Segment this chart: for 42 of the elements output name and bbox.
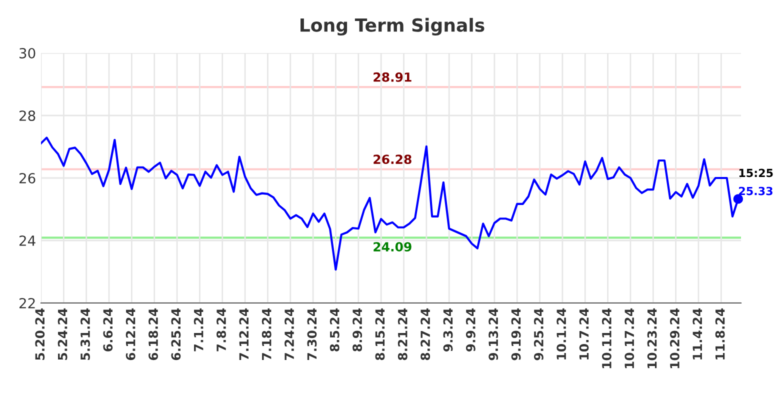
x-tick-label: 11.8.24	[715, 308, 725, 360]
ref-line-label: 24.09	[374, 242, 412, 252]
ref-line-label: 26.28	[374, 154, 412, 164]
y-tick-label: 30	[20, 48, 36, 58]
x-tick-label: 10.23.24	[647, 308, 657, 368]
x-tick-label: 5.20.24	[35, 308, 45, 360]
x-tick-label: 9.19.24	[511, 308, 521, 360]
x-tick-label: 7.24.24	[284, 308, 294, 360]
x-tick-label: 9.13.24	[488, 308, 498, 360]
x-tick-label: 6.6.24	[103, 308, 113, 352]
x-tick-label: 6.25.24	[171, 308, 181, 360]
y-tick-label: 24	[19, 235, 36, 246]
x-tick-label: 10.17.24	[624, 308, 634, 368]
x-tick-label: 8.15.24	[375, 308, 385, 360]
y-tick-label: 26	[19, 172, 36, 184]
annotation: 15:25	[739, 168, 773, 178]
x-tick-label: 10.7.24	[579, 308, 589, 360]
chart-title: Long Term Signals	[300, 18, 484, 36]
x-tick-label: 7.12.24	[239, 308, 248, 360]
x-tick-label: 11.4.24	[692, 308, 702, 360]
x-tick-label: 5.24.24	[58, 308, 68, 360]
x-tick-label: 8.21.24	[398, 308, 408, 360]
x-tick-label: 10.1.24	[556, 308, 566, 360]
x-tick-label: 7.18.24	[262, 308, 272, 360]
x-tick-label: 8.9.24	[352, 308, 362, 352]
x-tick-label: 6.18.24	[148, 308, 158, 360]
x-tick-label: 9.25.24	[534, 308, 544, 360]
x-tick-label: 8.5.24	[330, 308, 340, 352]
x-tick-label: 8.27.24	[420, 308, 430, 360]
x-tick-label: 7.1.24	[194, 308, 204, 352]
x-tick-label: 7.30.24	[307, 308, 317, 360]
annotation: 25.33	[739, 186, 772, 196]
x-tick-label: 9.9.24	[466, 308, 476, 352]
x-tick-label: 9.3.24	[443, 308, 453, 352]
ref-line-label: 28.91	[374, 72, 412, 82]
y-tick-label: 22	[19, 298, 35, 308]
x-tick-label: 5.31.24	[80, 308, 90, 360]
x-tick-label: 6.12.24	[126, 308, 136, 360]
x-tick-label: 7.8.24	[216, 308, 226, 352]
x-tick-label: 10.29.24	[670, 308, 680, 368]
x-tick-label: 10.11.24	[602, 308, 612, 368]
y-tick-label: 28	[19, 110, 36, 121]
